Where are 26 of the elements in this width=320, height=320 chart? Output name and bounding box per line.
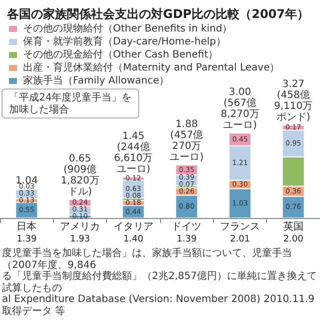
total-label: 3.27 (458億9,110万ポンド) <box>274 79 313 124</box>
legend-label: その他の現金給付（Other Cash Benefit） <box>23 48 218 60</box>
total-label: 0.65 (909億1,820万ドル) <box>60 154 100 198</box>
x-tick-label: アメリカ <box>60 222 100 232</box>
annotation: 「平成24年度児童手当」を加味した場合 <box>9 92 132 116</box>
total-label: 1.45 (244億6,610万ユーロ) <box>114 130 153 175</box>
total-label: 3.00 (567億8,270万ユーロ) <box>220 87 260 132</box>
total-label: 1.88 (457億270万ユーロ) <box>170 118 204 163</box>
text: al Expenditure Database (Version: November 2008) 2010.11.9取得データ 等 <box>2 294 316 317</box>
chart-title: 各国の家族関係社会支出の対GDP比の比較（2007年） <box>6 7 310 21</box>
text: 2.00 <box>283 234 304 244</box>
x-tick-label: 日本 <box>16 220 37 232</box>
legend-label: 家族手当（Family Allowance） <box>23 74 170 86</box>
legend-label: 保育・就学前教育（Day-care/Home-help） <box>23 36 226 48</box>
x-tick-label: フランス <box>220 222 260 232</box>
x-tick-label: 英国 <box>283 220 304 232</box>
text: 2.01 <box>230 234 250 244</box>
x-tick-label: ドイツ <box>172 222 202 232</box>
legend-label: その他の現物給付（Other Benefits in kind） <box>23 22 232 34</box>
text: 1.39 <box>176 234 197 244</box>
text: 度児童手当を加味した場合」は、家族手当額について、児童手当（2007年度、9,846 <box>2 248 293 270</box>
text: 1.40 <box>123 234 144 244</box>
x-tick-label: イタリア <box>113 222 154 232</box>
text: 1.39 <box>16 234 37 244</box>
legend-label: 出産・育児休業給付（Maternity and Parental Leave） <box>23 62 280 74</box>
text: 1.93 <box>70 234 90 244</box>
